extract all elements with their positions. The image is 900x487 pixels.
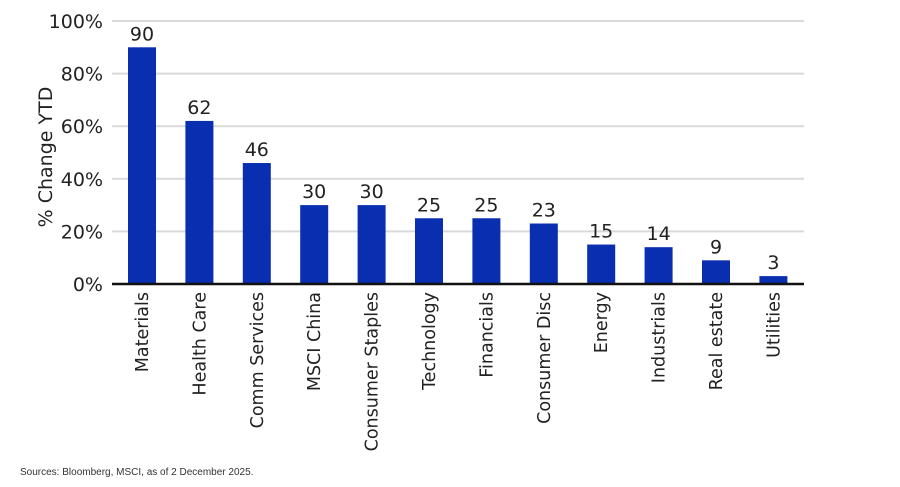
data-label: 30 xyxy=(302,181,326,203)
bar xyxy=(644,247,673,284)
y-tick-label: 20% xyxy=(61,221,103,243)
data-label: 23 xyxy=(532,200,556,222)
x-category-label: Energy xyxy=(592,292,612,353)
bar xyxy=(529,223,558,284)
bar xyxy=(185,120,214,284)
data-labels: 90 62 46 30 30 25 25 23 15 14 9 3 xyxy=(130,23,780,274)
data-label: 9 xyxy=(710,236,722,258)
bar xyxy=(242,163,271,284)
x-category-label: Consumer Staples xyxy=(363,292,383,451)
y-tick-label: 0% xyxy=(73,274,103,296)
bars xyxy=(128,47,788,284)
x-category-label: Technology xyxy=(420,292,440,391)
x-category-label: Consumer Disc xyxy=(535,292,555,424)
y-tick-label: 40% xyxy=(61,169,103,191)
x-category-label: Materials xyxy=(133,292,153,372)
bar xyxy=(415,218,443,284)
y-axis-ticks: 0% 20% 40% 60% 80% 100% xyxy=(49,11,103,296)
bar xyxy=(472,218,501,284)
x-category-label: Utilities xyxy=(764,292,784,358)
bar xyxy=(587,244,616,284)
bar xyxy=(702,260,730,284)
x-category-label: Health Care xyxy=(190,292,210,396)
x-category-label: Industrials xyxy=(650,292,670,383)
data-label: 90 xyxy=(130,23,154,45)
x-axis-category-labels: Materials Health Care Comm Services MSCI Ch… xyxy=(133,292,784,451)
data-label: 15 xyxy=(589,221,613,243)
data-label: 14 xyxy=(647,223,671,245)
x-category-label: Real estate xyxy=(707,292,727,390)
gridlines xyxy=(112,20,804,233)
data-label: 30 xyxy=(360,181,384,203)
data-label: 25 xyxy=(474,194,498,216)
bar xyxy=(357,205,386,284)
y-tick-label: 60% xyxy=(61,116,103,138)
y-tick-label: 100% xyxy=(49,11,103,33)
bar xyxy=(300,205,329,284)
x-category-label: MSCI China xyxy=(305,292,325,391)
bar xyxy=(759,276,788,284)
source-note: Sources: Bloomberg, MSCI, as of 2 Decemb… xyxy=(20,467,254,478)
y-tick-label: 80% xyxy=(61,64,103,86)
x-category-label: Comm Services xyxy=(248,292,268,428)
y-axis-title: % Change YTD xyxy=(35,87,57,228)
data-label: 46 xyxy=(245,139,269,161)
bar xyxy=(128,47,156,284)
data-label: 25 xyxy=(417,194,441,216)
x-category-label: Financials xyxy=(477,292,497,378)
data-label: 62 xyxy=(187,97,211,119)
data-label: 3 xyxy=(767,252,779,274)
